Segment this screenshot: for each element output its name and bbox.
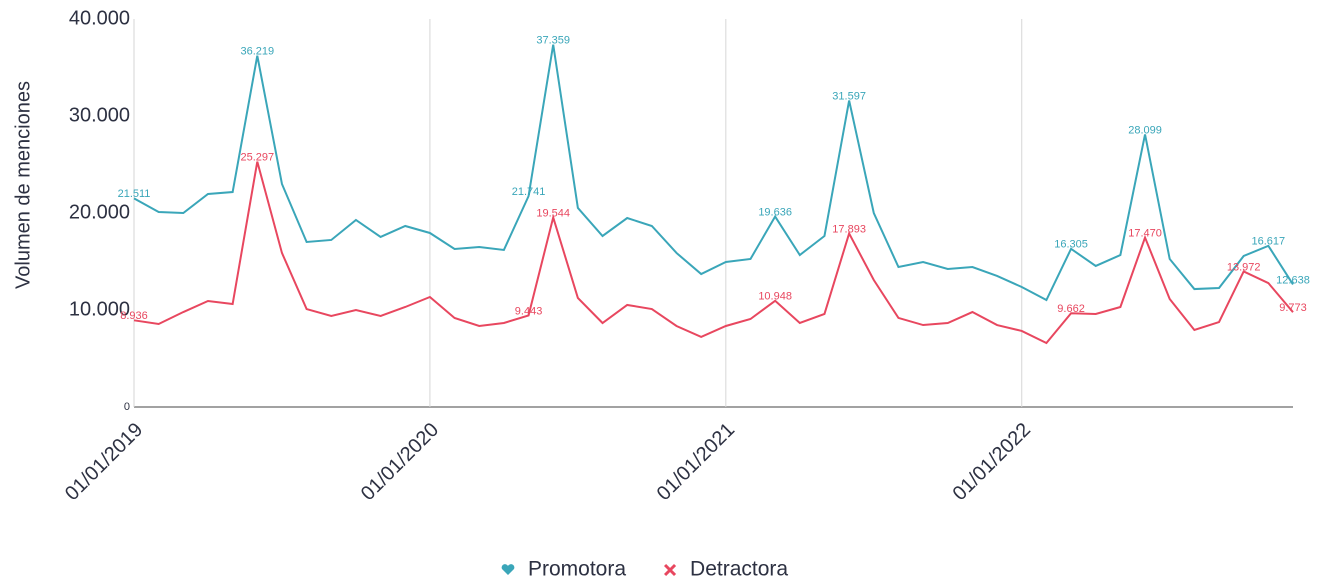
- data-label: 13.972: [1227, 261, 1261, 273]
- y-tick-label: 10.000: [69, 298, 130, 320]
- legend-marker: [501, 564, 515, 575]
- data-label: 36.219: [240, 46, 274, 58]
- data-label: 17.470: [1128, 227, 1162, 239]
- legend-label: Promotora: [528, 558, 626, 581]
- data-label: 28.099: [1128, 124, 1162, 136]
- data-label: 21.511: [118, 188, 151, 200]
- data-label: 16.305: [1054, 239, 1088, 251]
- data-label: 9.443: [515, 305, 543, 317]
- x-tick-label: 01/01/2021: [653, 419, 739, 505]
- series-line: [133, 44, 1294, 302]
- data-label: 12.638: [1276, 274, 1310, 286]
- data-label: 21.741: [512, 186, 546, 198]
- y-tick-label: 20.000: [69, 201, 130, 223]
- legend-label: Detractora: [690, 558, 788, 581]
- data-label: 9.662: [1057, 303, 1085, 315]
- series-line: [133, 161, 1294, 345]
- y-axis-label: Volumen de menciones: [12, 81, 34, 289]
- y-tick-label: 0: [124, 401, 130, 413]
- data-label: 25.297: [240, 152, 274, 164]
- y-tick-label: 40.000: [69, 7, 130, 29]
- x-tick-label: 01/01/2019: [61, 419, 147, 505]
- data-label: 19.544: [536, 207, 570, 219]
- legend-marker: [663, 563, 677, 577]
- data-label: 8.936: [120, 310, 148, 322]
- data-label: 31.597: [832, 90, 866, 102]
- data-label: 9.773: [1279, 302, 1307, 314]
- data-label: 10.948: [758, 291, 792, 303]
- data-label: 17.893: [832, 223, 866, 235]
- x-tick-label: 01/01/2022: [949, 419, 1035, 505]
- y-tick-label: 30.000: [69, 104, 130, 126]
- data-label: 16.617: [1252, 236, 1286, 248]
- data-label: 19.636: [758, 206, 792, 218]
- data-label: 37.359: [536, 35, 570, 47]
- x-tick-label: 01/01/2020: [357, 419, 443, 505]
